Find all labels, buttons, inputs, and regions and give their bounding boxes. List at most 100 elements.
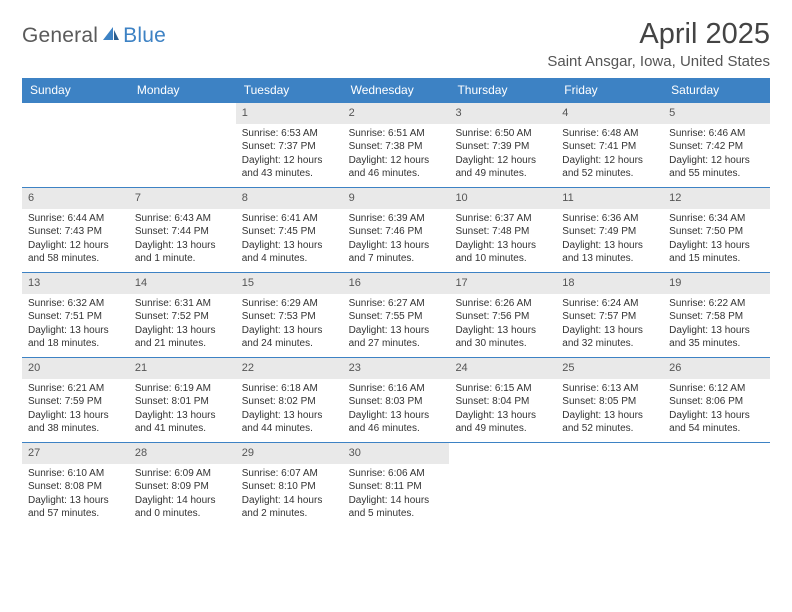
sunset-line: Sunset: 8:06 PM: [669, 395, 764, 409]
week-row: 6Sunrise: 6:44 AMSunset: 7:43 PMDaylight…: [22, 187, 770, 272]
day-cell: 28Sunrise: 6:09 AMSunset: 8:09 PMDayligh…: [129, 443, 236, 527]
day-number: 24: [449, 358, 556, 379]
day-cell: 27Sunrise: 6:10 AMSunset: 8:08 PMDayligh…: [22, 443, 129, 527]
daylight-line-2: and 10 minutes.: [455, 252, 550, 266]
daylight-line-2: and 13 minutes.: [562, 252, 657, 266]
day-cell: 9Sunrise: 6:39 AMSunset: 7:46 PMDaylight…: [343, 188, 450, 272]
day-number: 7: [129, 188, 236, 209]
sunset-line: Sunset: 8:02 PM: [242, 395, 337, 409]
day-number: 22: [236, 358, 343, 379]
brand-part2: Blue: [123, 24, 166, 48]
day-number: 11: [556, 188, 663, 209]
day-cell: 8Sunrise: 6:41 AMSunset: 7:45 PMDaylight…: [236, 188, 343, 272]
day-cell: 6Sunrise: 6:44 AMSunset: 7:43 PMDaylight…: [22, 188, 129, 272]
day-cell: 2Sunrise: 6:51 AMSunset: 7:38 PMDaylight…: [343, 103, 450, 187]
day-cell: 12Sunrise: 6:34 AMSunset: 7:50 PMDayligh…: [663, 188, 770, 272]
weekday-monday: Monday: [129, 78, 236, 103]
calendar-grid: Sunday Monday Tuesday Wednesday Thursday…: [22, 78, 770, 527]
day-cell: 25Sunrise: 6:13 AMSunset: 8:05 PMDayligh…: [556, 358, 663, 442]
sunrise-line: Sunrise: 6:27 AM: [349, 297, 444, 311]
sunrise-line: Sunrise: 6:36 AM: [562, 212, 657, 226]
daylight-line-1: Daylight: 13 hours: [349, 239, 444, 253]
sunrise-line: Sunrise: 6:16 AM: [349, 382, 444, 396]
daylight-line-1: Daylight: 12 hours: [349, 154, 444, 168]
daylight-line-2: and 27 minutes.: [349, 337, 444, 351]
daylight-line-2: and 52 minutes.: [562, 167, 657, 181]
sunset-line: Sunset: 7:56 PM: [455, 310, 550, 324]
sunrise-line: Sunrise: 6:34 AM: [669, 212, 764, 226]
sunset-line: Sunset: 7:39 PM: [455, 140, 550, 154]
sunset-line: Sunset: 7:58 PM: [669, 310, 764, 324]
day-number: 4: [556, 103, 663, 124]
sunset-line: Sunset: 7:44 PM: [135, 225, 230, 239]
day-number: 21: [129, 358, 236, 379]
day-cell: 21 Sunrise: 6:19 AMSunset: 8:01 PMDayligh…: [129, 358, 236, 442]
day-number: 19: [663, 273, 770, 294]
day-number: 27: [22, 443, 129, 464]
sunset-line: Sunset: 7:37 PM: [242, 140, 337, 154]
sunrise-line: Sunrise: 6:21 AM: [28, 382, 123, 396]
weekday-thursday: Thursday: [449, 78, 556, 103]
day-cell: 10Sunrise: 6:37 AMSunset: 7:48 PMDayligh…: [449, 188, 556, 272]
brand-logo: General Blue: [22, 18, 166, 48]
sunset-line: Sunset: 8:10 PM: [242, 480, 337, 494]
daylight-line-1: Daylight: 12 hours: [669, 154, 764, 168]
weekday-sunday: Sunday: [22, 78, 129, 103]
daylight-line-2: and 41 minutes.: [135, 422, 230, 436]
day-number: 28: [129, 443, 236, 464]
daylight-line-2: and 1 minute.: [135, 252, 230, 266]
sunrise-line: Sunrise: 6:44 AM: [28, 212, 123, 226]
sunset-line: Sunset: 7:48 PM: [455, 225, 550, 239]
daylight-line-2: and 58 minutes.: [28, 252, 123, 266]
daylight-line-1: Daylight: 13 hours: [28, 324, 123, 338]
weeks-container: 1Sunrise: 6:53 AMSunset: 7:37 PMDaylight…: [22, 103, 770, 527]
day-number: 3: [449, 103, 556, 124]
sunrise-line: Sunrise: 6:46 AM: [669, 127, 764, 141]
day-cell: 16Sunrise: 6:27 AMSunset: 7:55 PMDayligh…: [343, 273, 450, 357]
day-number: 29: [236, 443, 343, 464]
day-cell: 22Sunrise: 6:18 AMSunset: 8:02 PMDayligh…: [236, 358, 343, 442]
daylight-line-1: Daylight: 13 hours: [135, 409, 230, 423]
daylight-line-1: Daylight: 13 hours: [562, 239, 657, 253]
sunset-line: Sunset: 7:46 PM: [349, 225, 444, 239]
sunset-line: Sunset: 7:53 PM: [242, 310, 337, 324]
day-number: 20: [22, 358, 129, 379]
sunrise-line: Sunrise: 6:18 AM: [242, 382, 337, 396]
day-number: 8: [236, 188, 343, 209]
sunrise-line: Sunrise: 6:13 AM: [562, 382, 657, 396]
sunset-line: Sunset: 7:45 PM: [242, 225, 337, 239]
sunset-line: Sunset: 7:42 PM: [669, 140, 764, 154]
daylight-line-1: Daylight: 14 hours: [349, 494, 444, 508]
day-number: 1: [236, 103, 343, 124]
day-cell: 3 Sunrise: 6:50 AMSunset: 7:39 PMDaylight…: [449, 103, 556, 187]
sunrise-line: Sunrise: 6:53 AM: [242, 127, 337, 141]
daylight-line-1: Daylight: 13 hours: [669, 324, 764, 338]
sunrise-line: Sunrise: 6:12 AM: [669, 382, 764, 396]
sunset-line: Sunset: 7:51 PM: [28, 310, 123, 324]
sunrise-line: Sunrise: 6:50 AM: [455, 127, 550, 141]
day-cell: 24Sunrise: 6:15 AMSunset: 8:04 PMDayligh…: [449, 358, 556, 442]
sunset-line: Sunset: 8:01 PM: [135, 395, 230, 409]
weekday-tuesday: Tuesday: [236, 78, 343, 103]
sunrise-line: Sunrise: 6:32 AM: [28, 297, 123, 311]
day-cell: 26Sunrise: 6:12 AMSunset: 8:06 PMDayligh…: [663, 358, 770, 442]
day-number: 26: [663, 358, 770, 379]
sunrise-line: Sunrise: 6:48 AM: [562, 127, 657, 141]
location-label: Saint Ansgar, Iowa, United States: [547, 53, 770, 70]
sunrise-line: Sunrise: 6:19 AM: [135, 382, 230, 396]
day-number: 6: [22, 188, 129, 209]
daylight-line-1: Daylight: 13 hours: [349, 324, 444, 338]
daylight-line-1: Daylight: 13 hours: [349, 409, 444, 423]
daylight-line-2: and 15 minutes.: [669, 252, 764, 266]
day-cell: 29Sunrise: 6:07 AMSunset: 8:10 PMDayligh…: [236, 443, 343, 527]
daylight-line-1: Daylight: 12 hours: [242, 154, 337, 168]
day-number: 9: [343, 188, 450, 209]
sunrise-line: Sunrise: 6:22 AM: [669, 297, 764, 311]
daylight-line-1: Daylight: 12 hours: [455, 154, 550, 168]
sunrise-line: Sunrise: 6:15 AM: [455, 382, 550, 396]
daylight-line-2: and 7 minutes.: [349, 252, 444, 266]
calendar-page: General Blue April 2025 Saint Ansgar, Io…: [0, 0, 792, 545]
weekday-friday: Friday: [556, 78, 663, 103]
weekday-wednesday: Wednesday: [343, 78, 450, 103]
daylight-line-1: Daylight: 13 hours: [455, 409, 550, 423]
